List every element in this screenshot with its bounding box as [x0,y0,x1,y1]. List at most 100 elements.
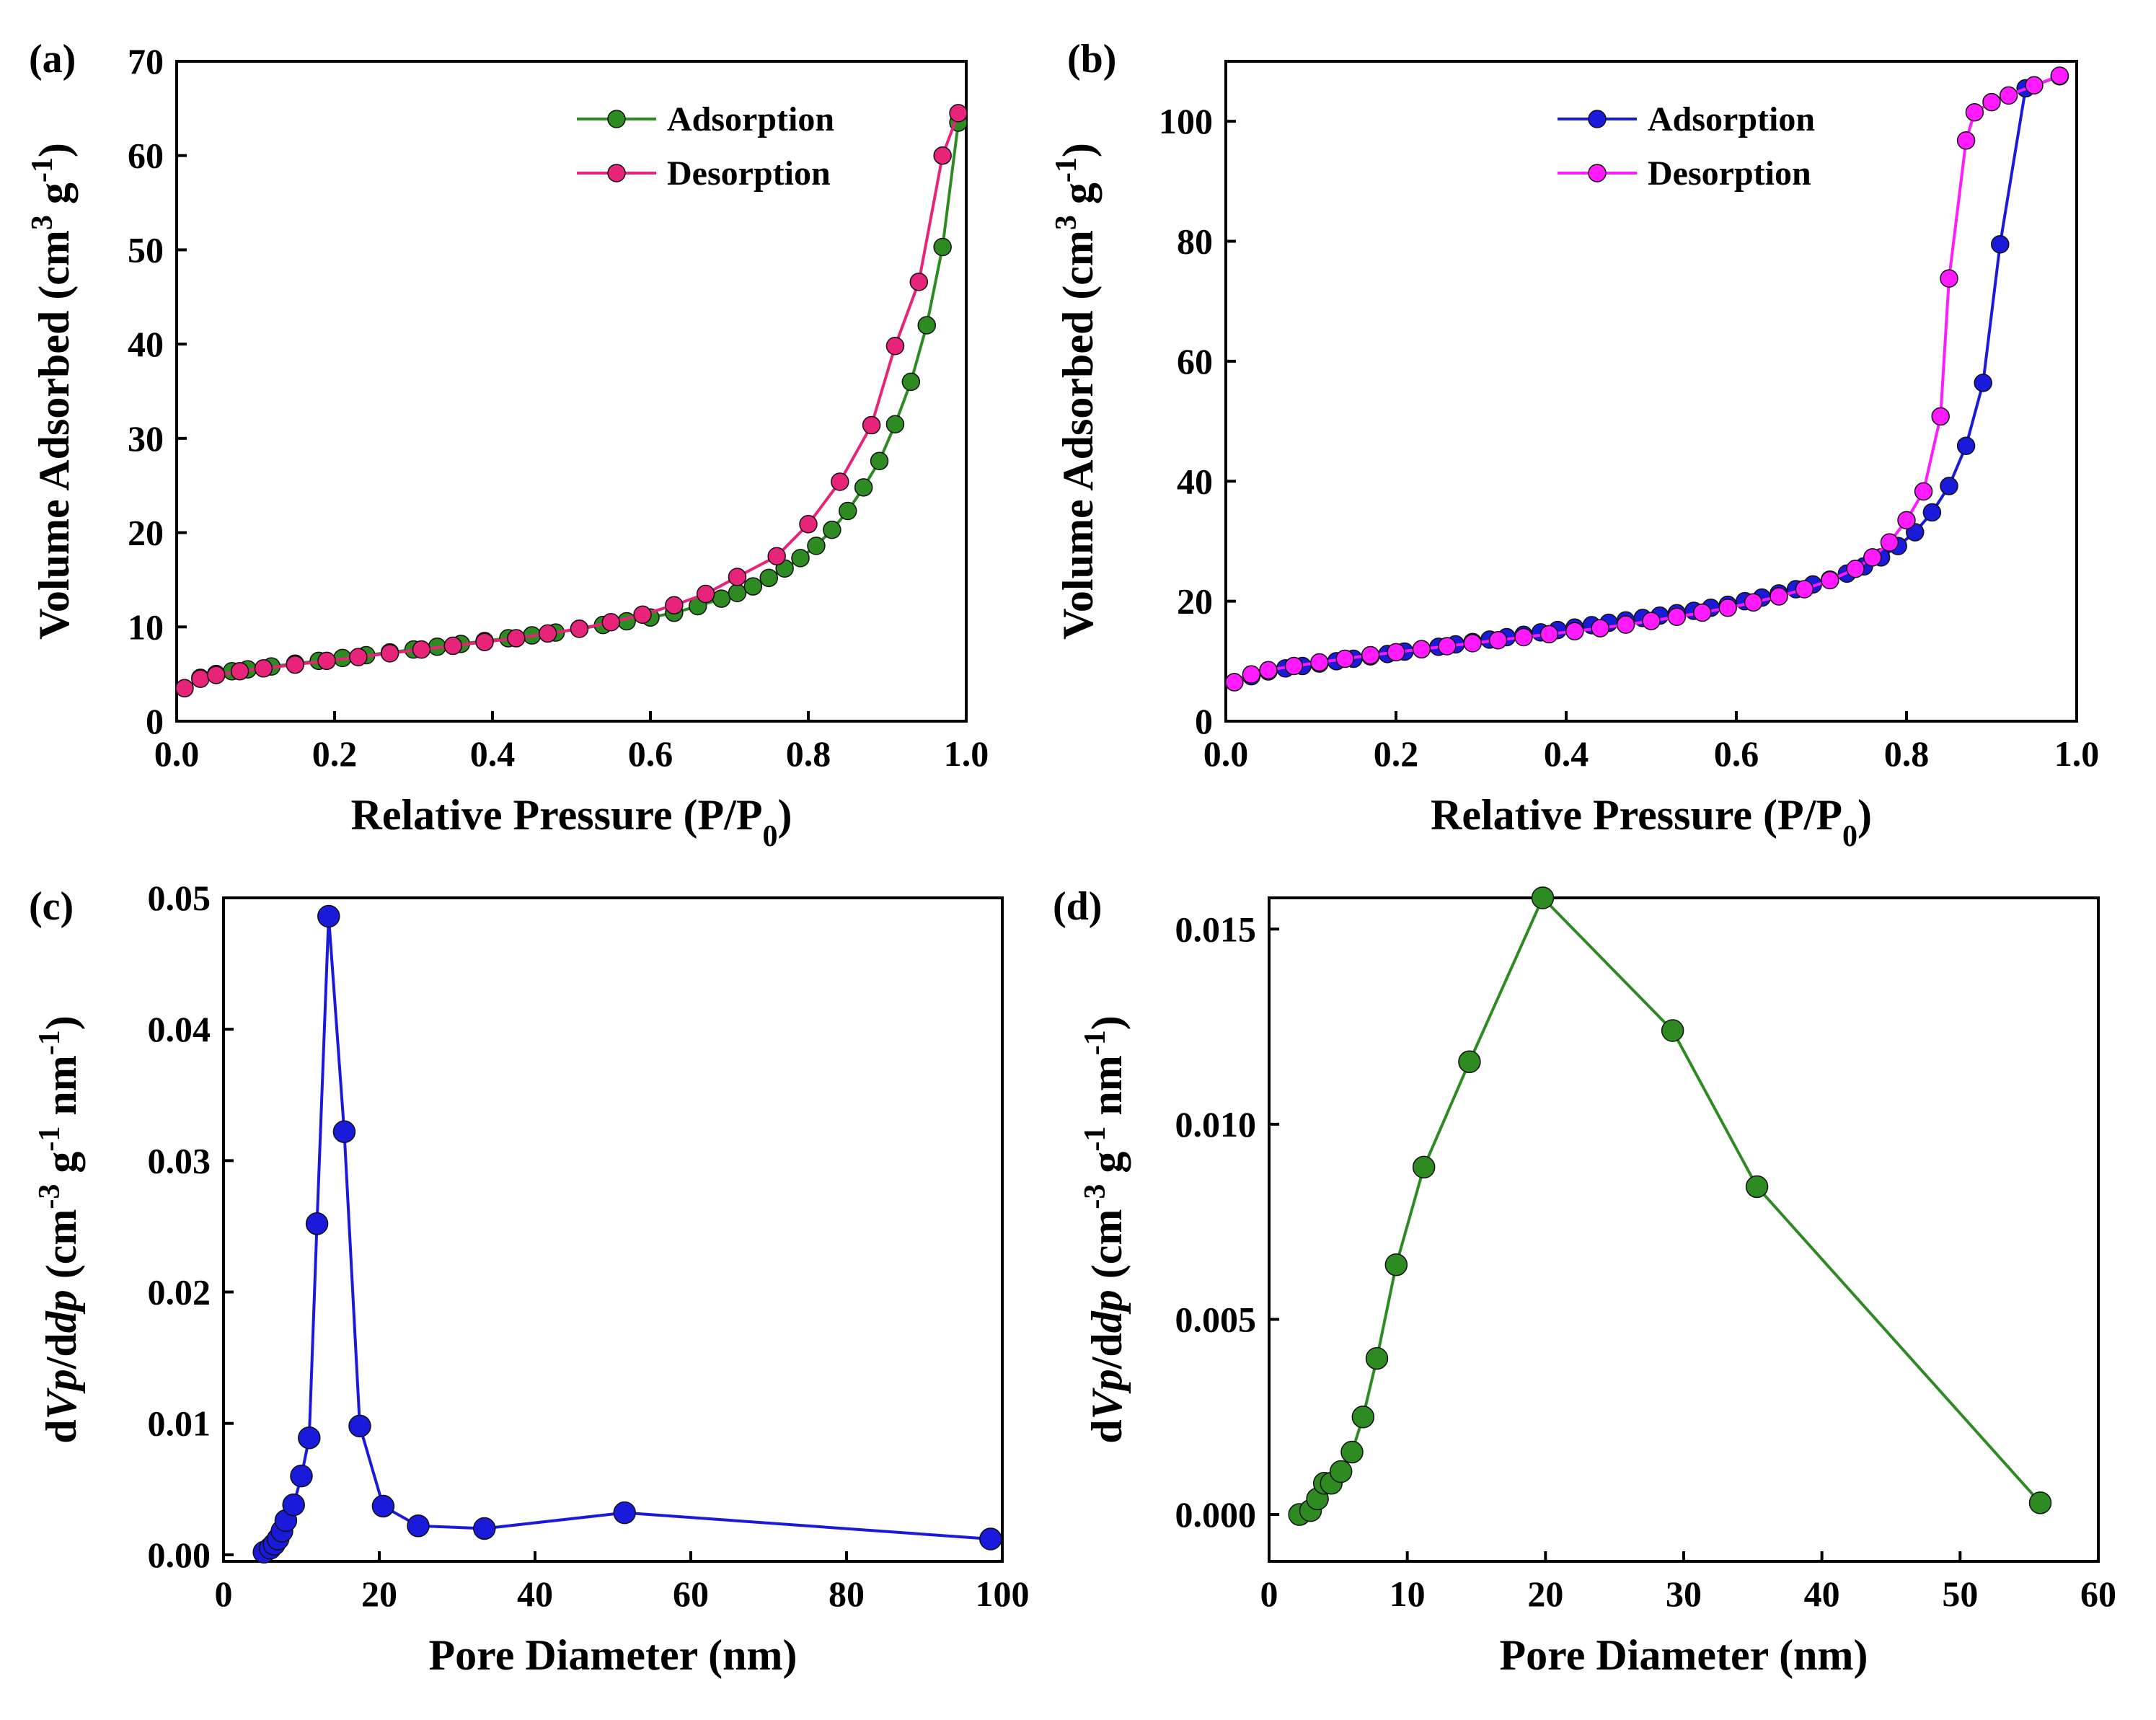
x-tick-label: 0.0 [154,733,200,774]
panel-label: (a) [29,37,76,81]
y-axis-title: dVp/ddp (cm-3 g-1 nm-1) [1079,1015,1131,1443]
y-tick-label: 0.03 [148,1140,211,1181]
data-point [1965,102,1984,122]
data-point [1693,603,1712,622]
x-tick-label: 1.0 [944,733,989,774]
panel-d: (d) 0 10 20 30 40 50 60 0.000 0.005 0.010 0.015 Pore… [1053,884,2116,1679]
data-point [1565,622,1584,640]
y-tick-label: 30 [128,418,164,459]
x-tick-label: 0.8 [786,733,831,774]
data-point [807,537,826,555]
data-point [1310,653,1329,672]
y-tick-label: 0.05 [148,878,211,918]
y-tick-label: 0.04 [148,1009,211,1049]
x-tick-label: 0.4 [470,733,516,774]
legend: Adsorption Desorption [1558,100,1815,193]
data-point [371,1494,395,1518]
x-axis-title: Pore Diameter (nm) [429,1631,798,1679]
y-tick-label: 60 [128,136,164,176]
y-tick-label: 0.01 [148,1403,211,1444]
data-point [538,624,557,643]
data-point [1999,86,2018,105]
series-line [183,113,960,689]
data-point [475,632,494,651]
data-point [1880,533,1899,552]
legend-label: Desorption [1648,154,1811,193]
x-tick-label: 0.2 [312,733,358,774]
data-point [1745,1175,1769,1199]
data-point [823,520,841,539]
data-point [412,640,431,659]
series-desorption [175,104,968,697]
data-point [473,1517,496,1540]
data-point [712,589,731,608]
data-point [282,1493,305,1517]
y-tick-label: 70 [128,41,164,81]
data-point [1488,630,1508,650]
data-point [1931,407,1950,426]
data-point [349,648,368,666]
x-tick-label: 40 [517,1574,553,1614]
data-point [1412,1155,1436,1179]
x-tick-label: 60 [673,1574,709,1614]
data-point [1667,607,1687,627]
y-axis-title: Volume Adsorbed (cm3 g-1) [1050,143,1102,640]
x-tick-label: 0.6 [628,733,673,774]
data-point [1922,503,1942,522]
data-point [854,478,873,497]
x-tick-label: 0.2 [1374,733,1419,774]
data-point [728,568,747,586]
y-tick-label: 0.02 [148,1272,211,1313]
data-point [191,669,210,688]
data-point [1351,1406,1375,1429]
x-tick-label: 20 [1527,1574,1563,1614]
data-point [839,501,857,521]
data-point [286,655,304,674]
panel-c: (c) 0 20 40 60 80 100 0.00 0.01 0.02 0.03 0.04 0.05 P… [29,878,1030,1679]
data-point [317,651,336,671]
data-point [1259,661,1278,680]
data-point [290,1464,313,1488]
series-line [1299,895,2041,1516]
data-point [917,316,936,335]
data-point [949,104,968,123]
data-point [933,146,952,165]
data-point [1463,634,1482,653]
panel-b: (b) 0.0 0.2 0.4 0.6 0.8 1.0 0 20 40 60 80 100 Relativ… [1050,37,2099,853]
legend-label: Adsorption [1648,100,1815,138]
data-point [2050,66,2069,85]
data-point [885,415,905,433]
x-tick-label: 40 [1804,1574,1840,1614]
legend-marker [607,110,626,128]
data-point [909,273,929,291]
data-point [1539,625,1559,644]
data-point [1340,1440,1364,1464]
x-tick-label: 0.8 [1884,733,1930,774]
data-point [1458,1050,1481,1074]
data-point [1365,1346,1389,1370]
panel-a: (a) 0.0 0.2 0.4 0.6 0.8 1.0 0 10 20 30 40 50 60 70 Rela… [26,37,989,853]
y-tick-label: 60 [1177,341,1213,382]
data-point [207,666,226,684]
data-point [1897,511,1916,530]
data-point [1940,269,1958,288]
series-data [252,904,1002,1564]
data-point [601,613,620,632]
data-point [791,549,810,568]
series-data [1288,886,2052,1526]
data-point [507,629,526,648]
data-point [831,472,849,491]
data-point [1914,482,1933,501]
data-point [759,568,778,588]
data-point [933,237,952,257]
data-point [1531,886,1555,909]
data-point [1795,580,1814,599]
y-tick-label: 0 [146,701,164,741]
data-point [885,337,905,356]
panel-label: (c) [29,884,74,929]
data-point [570,619,589,638]
data-point [1991,234,2010,254]
data-point [633,605,652,625]
data-point [380,644,399,663]
